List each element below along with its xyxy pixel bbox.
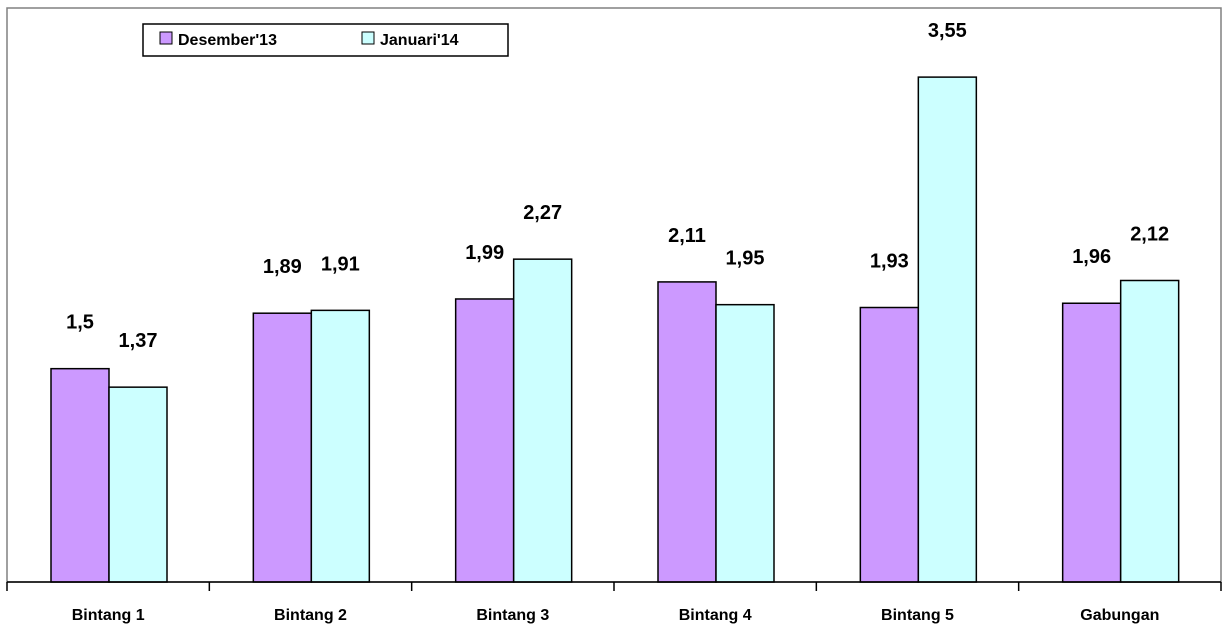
legend-label-januari14: Januari'14 (380, 32, 459, 49)
legend-swatch-januari14 (361, 31, 375, 45)
x-tick-label-bintang1: Bintang 1 (72, 607, 145, 624)
bars-layer (50, 76, 1180, 583)
value-label-januari14-bintang1: 1,37 (119, 330, 158, 352)
value-label-januari14-bintang2: 1,91 (321, 253, 360, 275)
bar-januari14-bintang4 (715, 303, 775, 583)
value-label-januari14-bintang3: 2,27 (523, 202, 562, 224)
value-label-januari14-bintang4: 1,95 (726, 248, 765, 270)
bar-desember13-bintang5 (859, 306, 920, 583)
value-label-desember13-bintang3: 1,99 (465, 242, 504, 264)
x-tick-labels-layer: Bintang 1 Bintang 2 Bintang 3 Bintang 4 Bint… (72, 607, 1160, 624)
value-label-januari14-gabungan: 2,12 (1130, 223, 1169, 245)
bar-januari14-bintang5 (917, 76, 978, 583)
bar-januari14-bintang1 (108, 386, 168, 583)
bar-januari14-bintang2 (310, 309, 371, 583)
x-tick-label-bintang4: Bintang 4 (679, 607, 752, 624)
x-tick-label-bintang2: Bintang 2 (274, 607, 347, 624)
legend: Desember'13 Januari'14 (142, 23, 509, 57)
bar-desember13-bintang1 (50, 367, 110, 583)
bar-desember13-bintang3 (454, 298, 515, 583)
x-tick-label-bintang3: Bintang 3 (476, 607, 549, 624)
x-ticks-layer (6, 582, 1222, 591)
value-label-januari14-bintang5: 3,55 (928, 20, 967, 42)
value-label-desember13-bintang5: 1,93 (870, 251, 909, 273)
x-tick-label-bintang5: Bintang 5 (881, 607, 954, 624)
x-tick-label-gabungan: Gabungan (1080, 607, 1159, 624)
legend-label-desember13: Desember'13 (178, 32, 277, 49)
bar-desember13-gabungan (1061, 302, 1122, 583)
plot-frame (6, 7, 1222, 583)
legend-swatch-desember13 (159, 31, 173, 45)
value-label-desember13-bintang1: 1,5 (66, 312, 94, 334)
bar-januari14-gabungan (1119, 279, 1180, 583)
value-label-desember13-bintang2: 1,89 (263, 256, 302, 278)
value-labels-layer: 1,5 1,37 1,89 1,91 1,99 2,27 2,11 1,95 1,93 3,55 1… (66, 20, 1169, 352)
value-label-desember13-gabungan: 1,96 (1072, 246, 1111, 268)
bar-desember13-bintang2 (252, 312, 313, 583)
legend-box (142, 23, 509, 57)
bar-desember13-bintang4 (657, 281, 717, 583)
value-label-desember13-bintang4: 2,11 (668, 225, 706, 247)
bar-januari14-bintang3 (512, 258, 573, 583)
